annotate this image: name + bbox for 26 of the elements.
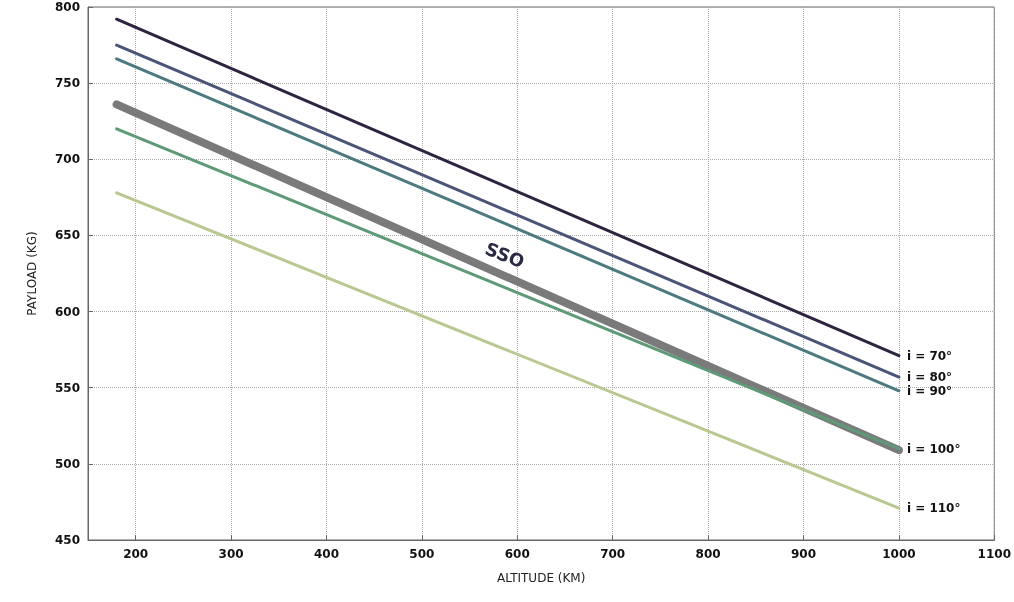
series-label: i = 100° bbox=[906, 441, 961, 456]
x-tick-label: 300 bbox=[218, 547, 244, 561]
y-tick-label: 800 bbox=[54, 0, 80, 14]
x-tick-label: 600 bbox=[504, 547, 530, 561]
y-tick-label: 650 bbox=[54, 228, 80, 243]
x-tick-label: 200 bbox=[123, 547, 149, 561]
y-tick-label: 500 bbox=[54, 456, 80, 471]
x-tick-label: 1000 bbox=[882, 547, 916, 561]
y-tick-label: 700 bbox=[54, 152, 80, 167]
y-tick-label: 450 bbox=[54, 533, 80, 547]
x-tick-label: 700 bbox=[600, 547, 626, 561]
y-tick-label: 600 bbox=[54, 304, 80, 319]
y-tick-label: 750 bbox=[54, 76, 80, 91]
series-label: i = 110° bbox=[906, 501, 961, 516]
series-label: i = 90° bbox=[906, 383, 953, 398]
series-label: i = 80° bbox=[906, 370, 953, 385]
x-tick-label: 400 bbox=[313, 547, 340, 561]
x-tick-label: 1100 bbox=[977, 547, 1011, 561]
annotation: SSO bbox=[482, 237, 528, 273]
y-axis-title: PAYLOAD (KG) bbox=[25, 231, 39, 316]
x-tick-label: 800 bbox=[695, 547, 721, 561]
series-label: i = 70° bbox=[906, 348, 953, 363]
x-tick-label: 900 bbox=[790, 547, 817, 561]
x-axis-title: ALTITUDE (KM) bbox=[496, 571, 586, 585]
x-tick-label: 500 bbox=[409, 547, 435, 561]
y-tick-label: 550 bbox=[54, 380, 80, 395]
